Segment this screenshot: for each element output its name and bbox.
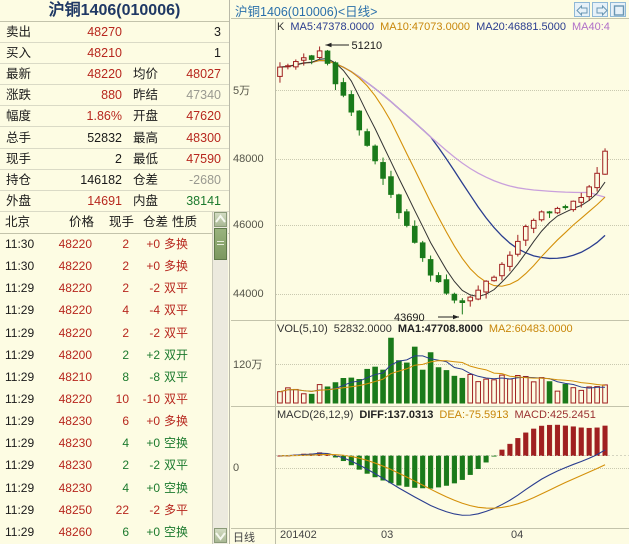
svg-text:51210: 51210 (352, 40, 383, 52)
svg-text:43690: 43690 (394, 312, 425, 321)
